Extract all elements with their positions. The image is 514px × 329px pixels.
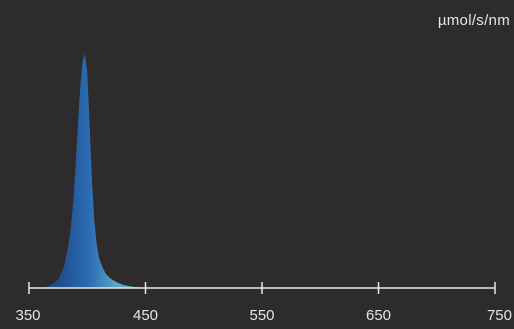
plot-area	[29, 54, 495, 288]
x-tick-label-550: 550	[249, 307, 274, 324]
x-tick-label-750: 750	[487, 307, 512, 324]
x-axis: 350 450 550 650 750	[15, 282, 512, 324]
x-tick-label-350: 350	[15, 307, 40, 324]
x-tick-label-650: 650	[366, 307, 391, 324]
unit-label: µmol/s/nm	[437, 12, 510, 29]
spectrum-area-series-0	[29, 54, 495, 288]
x-tick-label-450: 450	[133, 307, 158, 324]
